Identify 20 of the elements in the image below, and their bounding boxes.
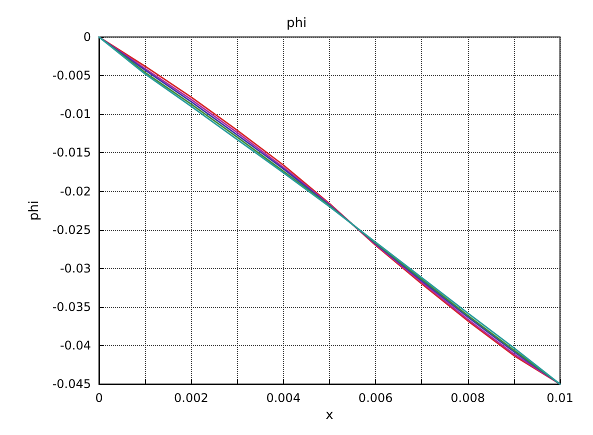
y-tick-label: -0.025 — [52, 222, 91, 237]
y-tick-label: -0.04 — [60, 338, 91, 353]
y-tick-label: -0.005 — [52, 68, 91, 83]
x-tick-label: 0 — [95, 391, 103, 406]
y-tick-label: -0.01 — [60, 107, 91, 122]
y-tick-label: -0.045 — [52, 377, 91, 392]
y-tick-label: -0.035 — [52, 300, 91, 314]
x-tick-label: 0.01 — [546, 391, 574, 406]
x-tick-label: 0.008 — [450, 391, 485, 406]
x-tick-label: 0.004 — [266, 391, 301, 406]
y-tick-label: -0.015 — [52, 146, 91, 160]
y-axis-title: phi — [27, 200, 42, 221]
x-tick-label: 0.006 — [358, 391, 393, 406]
y-tick-label: 0 — [83, 30, 91, 44]
line-series — [98, 36, 561, 385]
y-tick-label: -0.03 — [60, 261, 91, 276]
x-tick-label: 0.002 — [174, 391, 208, 406]
chart-title: phi — [286, 16, 307, 31]
x-axis-title: x — [326, 408, 334, 423]
y-tick-label: -0.02 — [60, 184, 91, 198]
